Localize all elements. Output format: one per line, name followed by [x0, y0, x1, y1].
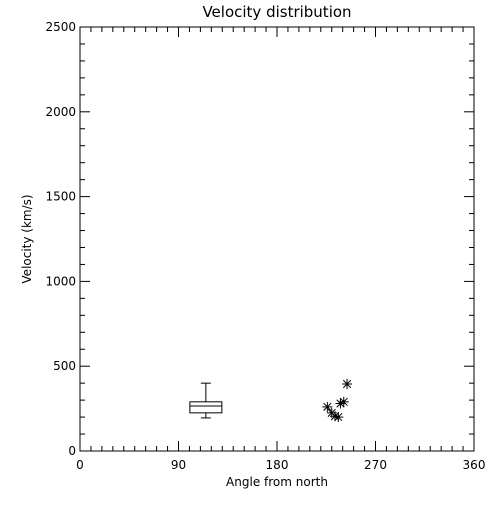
- data-point: [338, 396, 349, 407]
- data-point: [330, 411, 341, 422]
- x-axis-title: Angle from north: [226, 475, 328, 489]
- chart-title: Velocity distribution: [202, 3, 351, 21]
- y-tick-label: 2500: [45, 20, 76, 34]
- y-tick-label: 2000: [45, 105, 76, 119]
- data-point: [342, 379, 353, 390]
- data-point: [322, 401, 333, 412]
- tick-labels: 0 90 180 270 360 0 500 1000 1500 2000 2500: [45, 20, 485, 472]
- plot-frame: [79, 26, 475, 452]
- x-tick-label: 0: [76, 458, 84, 472]
- y-tick-label: 0: [68, 444, 76, 458]
- boxplot: [189, 382, 223, 419]
- x-tick-label: 360: [463, 458, 486, 472]
- y-tick-label: 1500: [45, 190, 76, 204]
- y-tick-label: 1000: [45, 274, 76, 288]
- x-tick-label: 90: [171, 458, 186, 472]
- x-tick-label: 270: [364, 458, 387, 472]
- box-iqr: [189, 401, 223, 414]
- data-point: [333, 412, 344, 423]
- x-tick-label: 180: [266, 458, 289, 472]
- y-axis-title: Velocity (km/s): [20, 194, 34, 283]
- scatter-points: [322, 379, 353, 423]
- ticks-layer: [79, 26, 475, 452]
- y-tick-label: 500: [53, 359, 76, 373]
